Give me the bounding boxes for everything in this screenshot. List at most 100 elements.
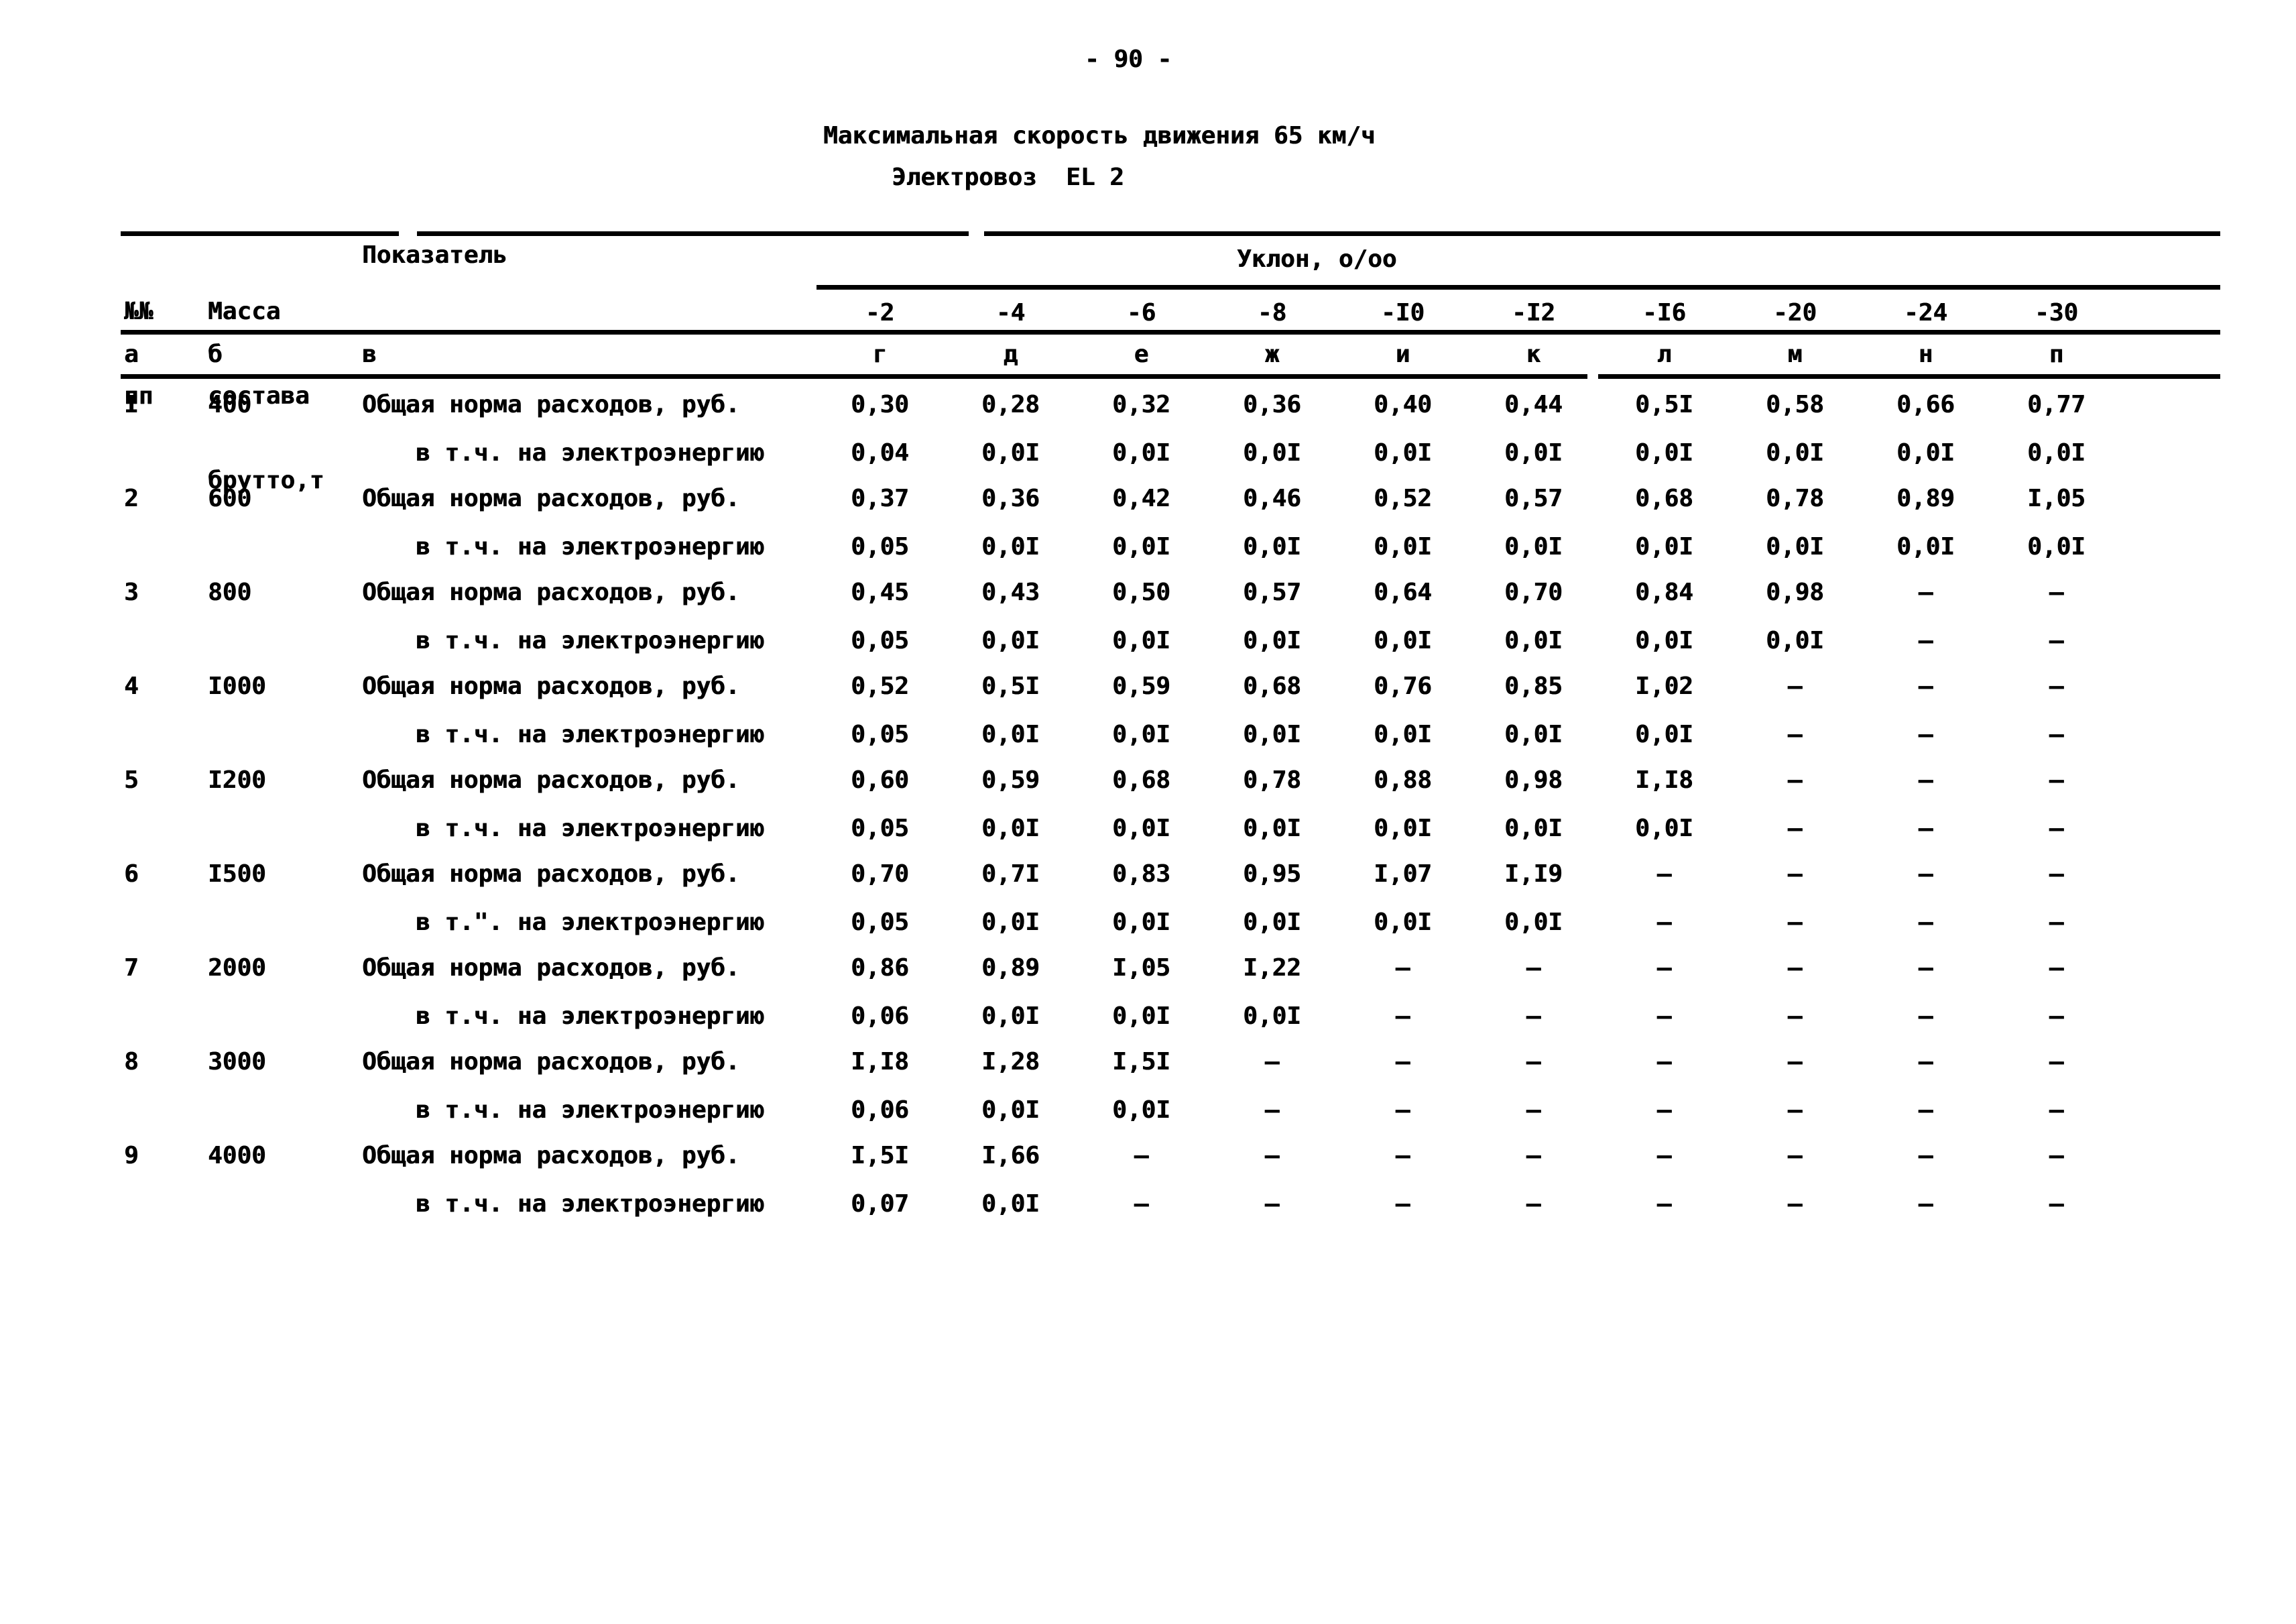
value-cell: 0,0I xyxy=(1504,909,1563,936)
row-mass: I200 xyxy=(208,766,266,794)
row-values: 0,06 0,0I 0,0I – – – – – – – xyxy=(814,1096,2122,1124)
row-line: Общая норма расходов, руб. 0,37 0,36 0,42 0… xyxy=(0,485,2296,532)
value-cell: 0,42 xyxy=(1112,485,1170,512)
value-cell: I,66 xyxy=(981,1142,1040,1169)
row-mass: 600 xyxy=(208,485,252,512)
column-letter: п xyxy=(2049,341,2064,368)
value-cell: – xyxy=(1264,1190,1280,1218)
header-row-number-line1: №№ xyxy=(124,298,154,325)
value-cell: 0,0I xyxy=(1243,721,1301,748)
row-line: в т.ч. на электроэнергию 0,05 0,0I 0,0I 0,0… xyxy=(0,533,2296,580)
column-letter: и xyxy=(1395,341,1410,368)
row-indicator: в т.ч. на электроэнергию xyxy=(416,1002,765,1030)
value-cell: – xyxy=(1918,1142,1933,1169)
value-cell: 0,0I xyxy=(2027,439,2086,467)
row-indicator: Общая норма расходов, руб. xyxy=(362,391,740,418)
table-row: 4 I000 Общая норма расходов, руб. 0,52 0,… xyxy=(0,673,2296,766)
row-values: 0,45 0,43 0,50 0,57 0,64 0,70 0,84 0,98 – – xyxy=(814,579,2122,607)
row-number: 2 xyxy=(124,485,139,512)
value-cell: – xyxy=(1918,860,1933,888)
value-cell: – xyxy=(1918,766,1933,794)
value-cell: – xyxy=(1395,1190,1410,1218)
row-number: 9 xyxy=(124,1142,139,1169)
row-mass: 3000 xyxy=(208,1048,266,1076)
value-cell: – xyxy=(1787,721,1803,748)
value-cell: – xyxy=(2049,815,2064,842)
value-cell: – xyxy=(1526,1096,1541,1124)
value-cell: – xyxy=(1395,1142,1410,1169)
value-cell: 0,05 xyxy=(851,627,909,654)
column-letter: н xyxy=(1918,341,1933,368)
value-cell: 0,36 xyxy=(981,485,1040,512)
row-number: 4 xyxy=(124,673,139,700)
value-cell: 0,66 xyxy=(1896,391,1955,418)
value-cell: – xyxy=(1656,860,1672,888)
value-cell: – xyxy=(1918,1002,1933,1030)
value-cell: I,I8 xyxy=(851,1048,909,1076)
value-cell: 0,0I xyxy=(1504,815,1563,842)
value-cell: 0,0I xyxy=(1635,721,1693,748)
header-mass: Масса состава брутто,т xyxy=(208,241,324,551)
value-cell: – xyxy=(1656,1190,1672,1218)
value-cell: 0,0I xyxy=(1112,909,1170,936)
slope-tick: -20 xyxy=(1772,299,1817,327)
value-cell: 0,60 xyxy=(851,766,909,794)
value-cell: – xyxy=(1264,1048,1280,1076)
row-line: в т.ч. на электроэнергию 0,06 0,0I 0,0I 0,0… xyxy=(0,1002,2296,1049)
value-cell: 0,98 xyxy=(1504,766,1563,794)
value-cell: – xyxy=(1656,909,1672,936)
row-line: Общая норма расходов, руб. I,5I I,66 – – – – –… xyxy=(0,1142,2296,1189)
table-row: I 400 Общая норма расходов, руб. 0,30 0,2… xyxy=(0,391,2296,485)
row-indicator: в т.ч. на электроэнергию xyxy=(416,815,765,842)
slope-tick: -8 xyxy=(1257,299,1287,327)
value-cell: – xyxy=(1787,1002,1803,1030)
value-cell: 0,0I xyxy=(981,909,1040,936)
column-letter-b: б xyxy=(208,341,223,368)
header-row-number-line2: пп xyxy=(124,382,154,410)
value-cell: 0,95 xyxy=(1243,860,1301,888)
value-cell: 0,05 xyxy=(851,815,909,842)
value-cell: 0,46 xyxy=(1243,485,1301,512)
value-cell: – xyxy=(1918,721,1933,748)
value-cell: 0,70 xyxy=(1504,579,1563,606)
value-cell: – xyxy=(2049,954,2064,982)
value-cell: 0,0I xyxy=(1243,909,1301,936)
slope-tick: -4 xyxy=(995,299,1026,327)
value-cell: – xyxy=(1918,1048,1933,1076)
value-cell: 0,83 xyxy=(1112,860,1170,888)
row-indicator: Общая норма расходов, руб. xyxy=(362,673,740,700)
table-row: 5 I200 Общая норма расходов, руб. 0,60 0,… xyxy=(0,766,2296,860)
row-line: Общая норма расходов, руб. 0,45 0,43 0,50 0… xyxy=(0,579,2296,626)
value-cell: 0,68 xyxy=(1635,485,1693,512)
doc-title: Максимальная скорость движения 65 км/ч xyxy=(823,122,1376,150)
value-cell: – xyxy=(1134,1142,1149,1169)
value-cell: 0,5I xyxy=(1635,391,1693,418)
row-values: 0,37 0,36 0,42 0,46 0,52 0,57 0,68 0,78 0,89 I,05 xyxy=(814,485,2122,513)
row-values: 0,05 0,0I 0,0I 0,0I 0,0I 0,0I 0,0I 0,0I – – xyxy=(814,627,2122,655)
column-letter: к xyxy=(1526,341,1541,368)
row-line: Общая норма расходов, руб. 0,52 0,5I 0,59 0… xyxy=(0,673,2296,719)
value-cell: 0,0I xyxy=(1374,627,1432,654)
value-cell: 0,76 xyxy=(1374,673,1432,700)
table-row: 9 4000 Общая норма расходов, руб. I,5I I,… xyxy=(0,1142,2296,1236)
row-values: 0,86 0,89 I,05 I,22 – – – – – – xyxy=(814,954,2122,982)
header-mass-line1: Масса xyxy=(208,298,281,325)
value-cell: 0,0I xyxy=(2027,533,2086,561)
value-cell: – xyxy=(1918,1096,1933,1124)
row-mass: 2000 xyxy=(208,954,266,982)
value-cell: – xyxy=(1918,1190,1933,1218)
value-cell: I,I8 xyxy=(1635,766,1693,794)
value-cell: 0,0I xyxy=(1112,439,1170,467)
value-cell: 0,57 xyxy=(1504,485,1563,512)
page-number: - 90 - xyxy=(1085,46,1172,73)
row-line: Общая норма расходов, руб. I,I8 I,28 I,5I –… xyxy=(0,1048,2296,1095)
value-cell: – xyxy=(2049,909,2064,936)
value-cell: 0,0I xyxy=(981,1096,1040,1124)
value-cell: 0,78 xyxy=(1243,766,1301,794)
value-cell: I,07 xyxy=(1374,860,1432,888)
value-cell: – xyxy=(2049,1190,2064,1218)
value-cell: 0,0I xyxy=(1504,721,1563,748)
value-cell: 0,0I xyxy=(1635,815,1693,842)
column-letter-v: в xyxy=(362,341,377,368)
value-cell: – xyxy=(1787,1048,1803,1076)
